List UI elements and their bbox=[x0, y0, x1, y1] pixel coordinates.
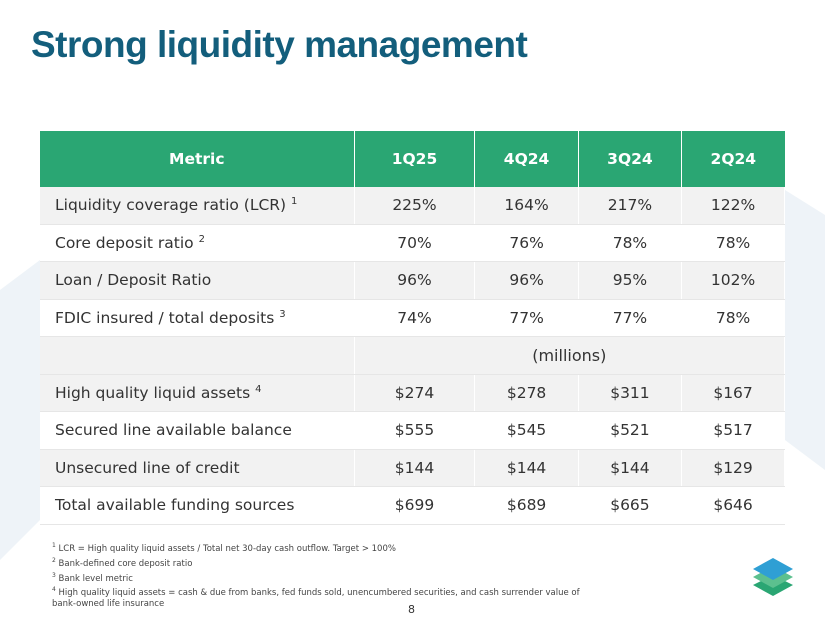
value-cell: 95% bbox=[578, 261, 683, 300]
value-cell: $646 bbox=[681, 486, 785, 525]
value-cell: 96% bbox=[354, 261, 476, 300]
footnote-number: 1 bbox=[52, 542, 56, 549]
column-header: 4Q24 bbox=[474, 131, 579, 187]
metric-label: Core deposit ratio bbox=[55, 233, 194, 252]
table-row: Total available funding sources $699 $689 $… bbox=[40, 486, 785, 525]
value-cell: 74% bbox=[354, 299, 476, 337]
value-cell: $517 bbox=[681, 411, 785, 450]
page-number: 8 bbox=[408, 603, 415, 616]
value-cell: 78% bbox=[681, 299, 785, 337]
footnote-number: 2 bbox=[52, 556, 56, 564]
column-header: Metric bbox=[40, 131, 355, 187]
value-cell: 225% bbox=[354, 187, 476, 225]
title: Strong liquidity management bbox=[31, 24, 528, 65]
metric-label: Liquidity coverage ratio (LCR) bbox=[55, 196, 287, 215]
value-cell: 78% bbox=[681, 224, 785, 262]
metric-cell: Loan / Deposit Ratio bbox=[40, 261, 355, 300]
column-header: 2Q24 bbox=[681, 131, 785, 187]
metric-label: Unsecured line of credit bbox=[55, 458, 240, 477]
metric-cell: Unsecured line of credit bbox=[40, 449, 355, 487]
value-cell: $144 bbox=[474, 449, 579, 487]
value-cell: $129 bbox=[681, 449, 785, 487]
value-cell: $278 bbox=[474, 374, 579, 412]
value-cell: 122% bbox=[681, 187, 785, 225]
metric-cell: FDIC insured / total deposits 3 bbox=[40, 299, 355, 337]
footnote-ref: 4 bbox=[255, 383, 262, 395]
units-row: (millions) bbox=[40, 336, 786, 375]
value-cell: 78% bbox=[578, 224, 683, 262]
footnote: 1 LCR = High quality liquid assets / Tot… bbox=[52, 540, 592, 555]
footnote-text: High quality liquid assets = cash & due … bbox=[52, 588, 580, 610]
table-row: High quality liquid assets 4 $274 $278 $311… bbox=[40, 374, 785, 412]
footnote-text: Bank level metric bbox=[58, 573, 133, 584]
metric-label: Secured line available balance bbox=[55, 421, 292, 440]
footnote: 2 Bank-defined core deposit ratio bbox=[52, 555, 592, 570]
value-cell: $274 bbox=[354, 374, 476, 412]
column-header: 1Q25 bbox=[354, 131, 476, 187]
units-caption: (millions) bbox=[354, 336, 786, 375]
logo bbox=[753, 558, 793, 596]
footnote-ref: 2 bbox=[198, 233, 205, 245]
value-cell: $144 bbox=[578, 449, 683, 487]
table-row: FDIC insured / total deposits 3 74% 77% 77%… bbox=[40, 299, 785, 337]
footnotes: 1 LCR = High quality liquid assets / Tot… bbox=[52, 540, 592, 610]
table-row: Loan / Deposit Ratio 96% 96% 95% 102% bbox=[40, 261, 785, 300]
blank-cell bbox=[40, 336, 355, 375]
footnote-ref: 3 bbox=[279, 308, 286, 320]
value-cell: $521 bbox=[578, 411, 683, 450]
value-cell: $689 bbox=[474, 486, 579, 525]
value-cell: $665 bbox=[578, 486, 683, 525]
metric-label: High quality liquid assets bbox=[55, 383, 251, 402]
table-row: Secured line available balance $555 $545 $5… bbox=[40, 411, 785, 450]
value-cell: 96% bbox=[474, 261, 579, 300]
value-cell: $167 bbox=[681, 374, 785, 412]
metric-cell: High quality liquid assets 4 bbox=[40, 374, 355, 412]
metric-label: FDIC insured / total deposits bbox=[55, 308, 275, 327]
table-row: Unsecured line of credit $144 $144 $144 $129 bbox=[40, 449, 785, 487]
metric-cell: Secured line available balance bbox=[40, 411, 355, 450]
value-cell: 77% bbox=[474, 299, 579, 337]
footnote-ref: 1 bbox=[291, 196, 298, 208]
value-cell: 102% bbox=[681, 261, 785, 300]
footnote-text: Bank-defined core deposit ratio bbox=[58, 558, 193, 569]
value-cell: 76% bbox=[474, 224, 579, 262]
column-header: 3Q24 bbox=[578, 131, 683, 187]
liquidity-table: Metric 1Q25 4Q24 3Q24 2Q24 Liquidity coverage… bbox=[40, 131, 786, 525]
value-cell: 164% bbox=[474, 187, 579, 225]
value-cell: 217% bbox=[578, 187, 683, 225]
metric-cell: Total available funding sources bbox=[40, 486, 355, 525]
metric-cell: Liquidity coverage ratio (LCR) 1 bbox=[40, 187, 355, 225]
value-cell: $144 bbox=[354, 449, 476, 487]
value-cell: $545 bbox=[474, 411, 579, 450]
table-row: Liquidity coverage ratio (LCR) 1 225% 164%… bbox=[40, 187, 785, 225]
footnote-number: 4 bbox=[52, 586, 56, 594]
footnote: 3 Bank level metric bbox=[52, 570, 592, 585]
table-row: Core deposit ratio 2 70% 76% 78% 78% bbox=[40, 224, 785, 262]
footnote-text: LCR = High quality liquid assets / Total… bbox=[58, 543, 396, 554]
value-cell: $311 bbox=[578, 374, 683, 412]
metric-label: Loan / Deposit Ratio bbox=[55, 271, 212, 290]
metric-label: Total available funding sources bbox=[55, 496, 295, 515]
value-cell: 77% bbox=[578, 299, 683, 337]
value-cell: 70% bbox=[354, 224, 476, 262]
value-cell: $699 bbox=[354, 486, 476, 525]
footnote-number: 3 bbox=[52, 571, 56, 579]
value-cell: $555 bbox=[354, 411, 476, 450]
footnote: 4 High quality liquid assets = cash & du… bbox=[52, 584, 592, 610]
metric-cell: Core deposit ratio 2 bbox=[40, 224, 355, 262]
